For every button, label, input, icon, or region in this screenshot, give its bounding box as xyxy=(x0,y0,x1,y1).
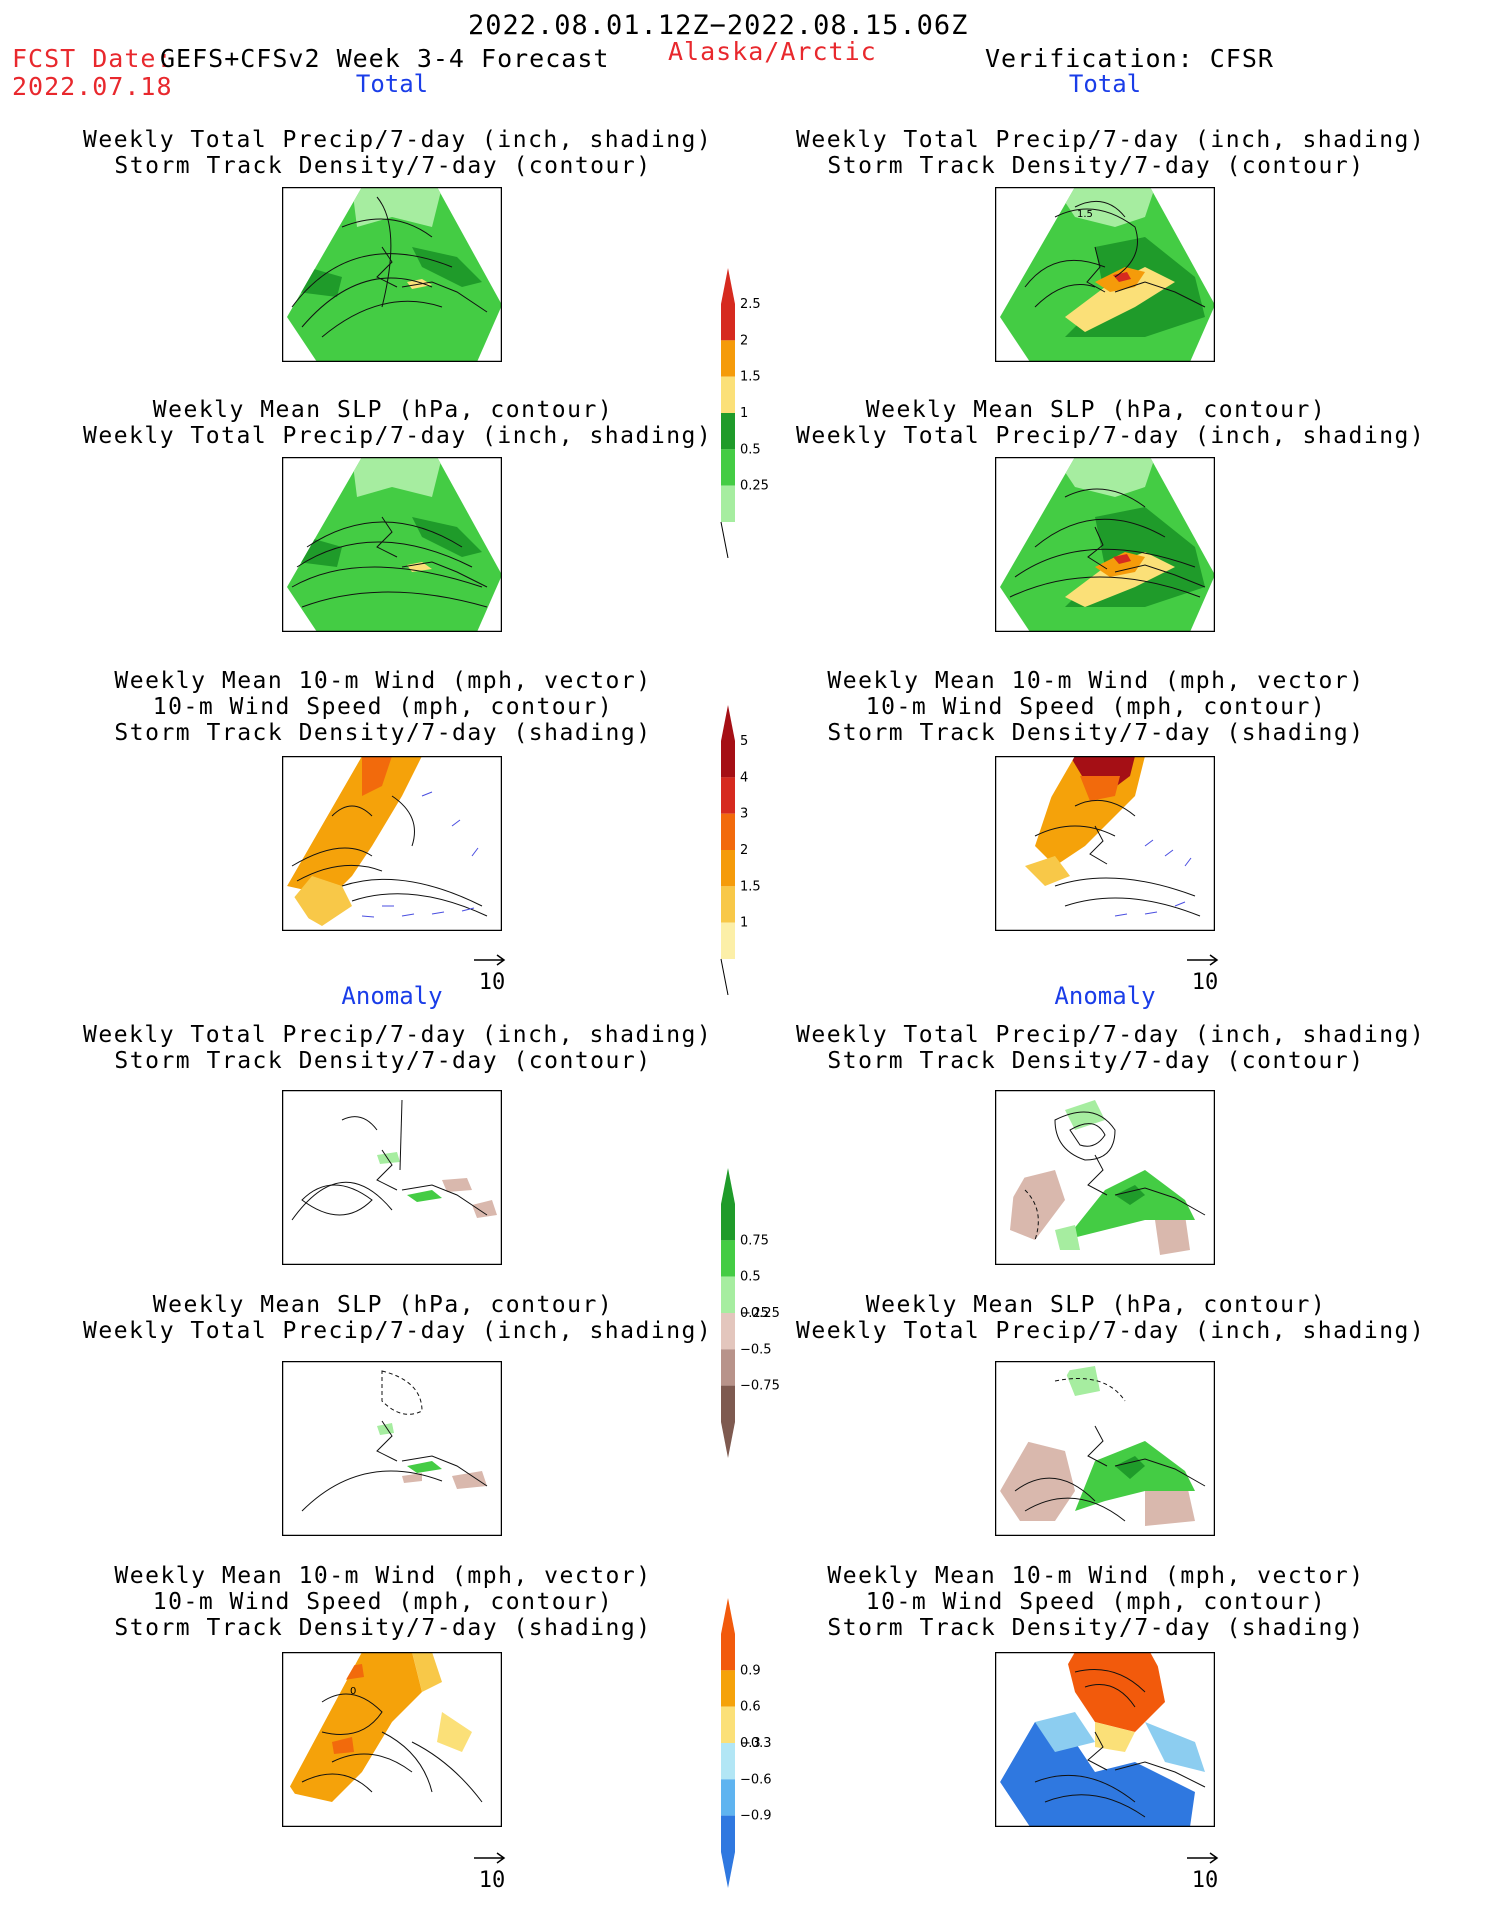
map-verif-slp-anom xyxy=(995,1361,1215,1536)
title-fcst-slp-total: Weekly Mean SLP (hPa, contour) Weekly To… xyxy=(83,397,713,449)
colorbar-segment xyxy=(721,1779,735,1816)
colorbar-segment xyxy=(721,1670,735,1707)
colorbar-label: 0.3 xyxy=(740,1736,761,1751)
fcst-wind-anom-contour-label: 0 xyxy=(350,1686,356,1697)
colorbar-label: −0.75 xyxy=(740,1379,780,1394)
colorbar-segment xyxy=(721,813,735,850)
map-fcst-precip-total xyxy=(282,187,502,362)
colorbar-std-total: 5 4 3 2 1.5 1 xyxy=(715,705,815,996)
colorbar-label: 5 xyxy=(740,734,748,749)
map-verif-wind-anom xyxy=(995,1652,1215,1827)
colorbar-label: 1 xyxy=(740,916,748,931)
colorbar-label: −0.9 xyxy=(740,1809,772,1824)
colorbar-segment xyxy=(721,485,735,522)
title-verif-slp-total: Weekly Mean SLP (hPa, contour) Weekly To… xyxy=(796,397,1426,449)
vector-ref-fcst-total: 10 xyxy=(462,950,522,1000)
map-fcst-slp-anom xyxy=(282,1361,502,1536)
section-total-left: Total xyxy=(355,70,429,98)
colorbar-label: 2 xyxy=(740,333,748,348)
vector-ref-verif-total: 10 xyxy=(1175,950,1235,1000)
fcst-date-label: FCST Date: xyxy=(12,44,173,73)
colorbar-segment xyxy=(721,1240,735,1277)
title-verif-wind-total: Weekly Mean 10-m Wind (mph, vector) 10-m… xyxy=(827,668,1365,746)
colorbar-label: −0.3 xyxy=(740,1736,772,1751)
vector-ref-verif-anom: 10 xyxy=(1175,1848,1235,1898)
colorbar-label: −0.25 xyxy=(740,1306,780,1321)
map-verif-precip-anom xyxy=(995,1090,1215,1265)
section-anomaly-right: Anomaly xyxy=(1054,982,1156,1010)
verif-precip-contour-label: 1.5 xyxy=(1077,209,1093,220)
colorbar-tail xyxy=(720,958,729,996)
colorbar-label: 0.25 xyxy=(740,1306,769,1321)
colorbar-tail xyxy=(720,521,729,559)
vector-ref-label: 10 xyxy=(1191,1868,1219,1893)
map-verif-wind-total xyxy=(995,756,1215,931)
colorbar-label: −0.6 xyxy=(740,1772,772,1787)
title-fcst-precip-anom: Weekly Total Precip/7-day (inch, shading… xyxy=(83,1022,713,1074)
colorbar-precip-total: 2.5 2 1.5 1 0.5 0.25 xyxy=(715,268,815,559)
colorbar-segment xyxy=(721,449,735,486)
colorbar-precip-anom: 0.75 0.5 0.25 −0.25 −0.5 −0.75 xyxy=(715,1168,815,1458)
title-fcst-wind-total: Weekly Mean 10-m Wind (mph, vector) 10-m… xyxy=(114,668,652,746)
colorbar-segment xyxy=(721,376,735,413)
title-verif-precip-total: Weekly Total Precip/7-day (inch, shading… xyxy=(796,127,1426,179)
colorbar-label: 0.6 xyxy=(740,1700,761,1715)
title-verif-precip-anom: Weekly Total Precip/7-day (inch, shading… xyxy=(796,1022,1426,1074)
region-label: Alaska/Arctic xyxy=(668,37,877,66)
vector-ref-fcst-anom: 10 xyxy=(462,1848,522,1898)
colorbar-segment xyxy=(721,413,735,450)
colorbar-label: 0.9 xyxy=(740,1663,761,1678)
map-verif-slp-total xyxy=(995,457,1215,632)
colorbar-label: 0.5 xyxy=(740,1270,761,1285)
colorbar-segment xyxy=(721,705,735,778)
colorbar-label: 1.5 xyxy=(740,879,761,894)
colorbar-label: 4 xyxy=(740,770,748,785)
colorbar-segment xyxy=(721,1743,735,1780)
map-fcst-wind-total xyxy=(282,756,502,931)
map-fcst-slp-total xyxy=(282,457,502,632)
colorbar-segment xyxy=(721,340,735,377)
colorbar-segment xyxy=(721,1706,735,1743)
vector-ref-label: 10 xyxy=(1191,970,1219,995)
colorbar-label: 0.25 xyxy=(740,479,769,494)
colorbar-label: 1.5 xyxy=(740,370,761,385)
colorbar-label: 2 xyxy=(740,843,748,858)
colorbar-segment xyxy=(721,268,735,341)
vector-ref-label: 10 xyxy=(478,1868,506,1893)
colorbar-label: 3 xyxy=(740,807,748,822)
title-verif-wind-anom: Weekly Mean 10-m Wind (mph, vector) 10-m… xyxy=(827,1563,1365,1641)
colorbar-segment xyxy=(721,1313,735,1350)
colorbar-label: 0.5 xyxy=(740,442,761,457)
colorbar-label: 0.75 xyxy=(740,1233,769,1248)
colorbar-segment xyxy=(721,1385,735,1458)
colorbar-label: −0.5 xyxy=(740,1342,772,1357)
colorbar-segment xyxy=(721,850,735,887)
section-total-right: Total xyxy=(1068,70,1142,98)
colorbar-segment xyxy=(721,777,735,814)
title-fcst-slp-anom: Weekly Mean SLP (hPa, contour) Weekly To… xyxy=(83,1292,713,1344)
vector-ref-label: 10 xyxy=(478,970,506,995)
colorbar-segment xyxy=(721,1815,735,1888)
title-fcst-precip-total: Weekly Total Precip/7-day (inch, shading… xyxy=(83,127,713,179)
colorbar-segment xyxy=(721,886,735,923)
colorbar-segment xyxy=(721,1276,735,1313)
map-verif-precip-total: 1.5 xyxy=(995,187,1215,362)
colorbar-segment xyxy=(721,1168,735,1241)
title-verif-slp-anom: Weekly Mean SLP (hPa, contour) Weekly To… xyxy=(796,1292,1426,1344)
section-anomaly-left: Anomaly xyxy=(341,982,443,1010)
title-fcst-wind-anom: Weekly Mean 10-m Wind (mph, vector) 10-m… xyxy=(114,1563,652,1641)
colorbar-segment xyxy=(721,922,735,959)
date-range-title: 2022.08.01.12Z−2022.08.15.06Z xyxy=(468,10,969,41)
map-fcst-precip-anom xyxy=(282,1090,502,1265)
fcst-model-label: GEFS+CFSv2 Week 3-4 Forecast xyxy=(160,44,610,73)
colorbar-segment xyxy=(721,1598,735,1671)
colorbar-segment xyxy=(721,1349,735,1386)
colorbar-label: 1 xyxy=(740,406,748,421)
verification-label: Verification: CFSR xyxy=(985,44,1274,73)
colorbar-std-anom: 0.9 0.6 0.3 −0.3 −0.6 −0.9 xyxy=(715,1598,815,1888)
colorbar-label: 2.5 xyxy=(740,297,761,312)
map-fcst-wind-anom: 0 xyxy=(282,1652,502,1827)
fcst-date-value: 2022.07.18 xyxy=(12,72,173,101)
